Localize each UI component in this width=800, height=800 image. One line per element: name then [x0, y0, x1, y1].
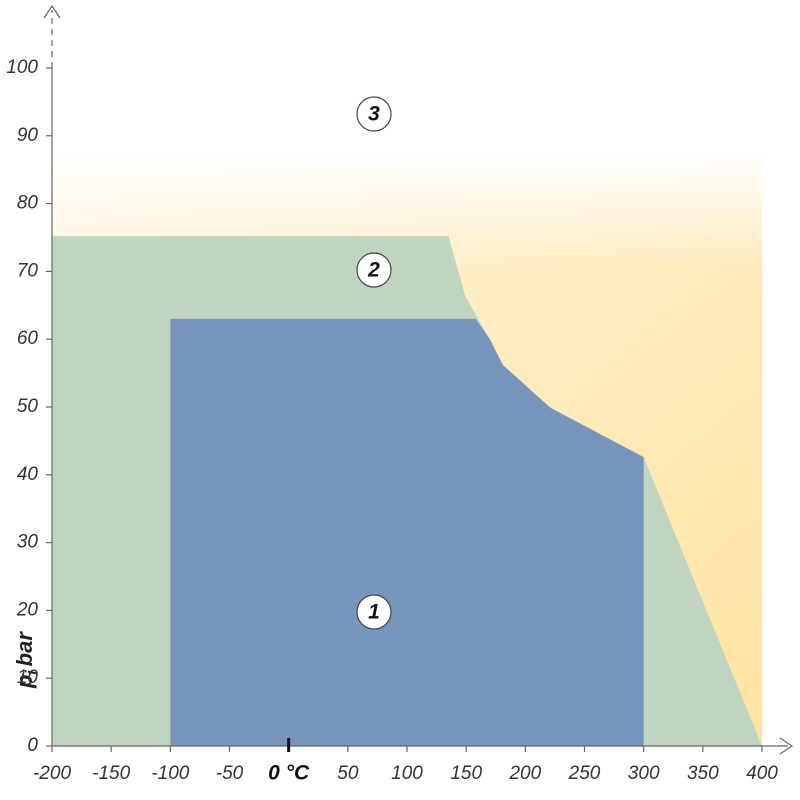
x-tick-label: 350 [687, 763, 719, 784]
x-tick-label: -150 [92, 763, 130, 784]
x-tick-label: 400 [746, 763, 778, 784]
x-tick-label: 0 °C [268, 762, 310, 785]
y-tick-label: 10 [17, 667, 39, 688]
x-tick-label: 300 [628, 763, 660, 784]
region-label-circle [356, 96, 392, 132]
y-tick-label: 100 [6, 57, 38, 78]
y-axis-label: pi bar [12, 631, 40, 689]
x-tick-label: 250 [568, 763, 601, 784]
y-tick-label: 0 [27, 735, 38, 756]
region-label-circle [356, 594, 392, 630]
y-label-sub: i [23, 669, 40, 674]
region-label: 1 [368, 601, 380, 624]
x-axis-arrow [779, 737, 794, 755]
x-tick-label: 200 [508, 763, 541, 784]
y-tick-label: 60 [17, 328, 39, 349]
region-1 [170, 318, 644, 746]
x-tick-label: 150 [450, 763, 482, 784]
y-tick-label: 30 [17, 532, 39, 553]
region-label: 3 [368, 103, 380, 126]
region-label-circle [356, 252, 392, 288]
x-tick-label: 50 [337, 763, 359, 784]
y-tick-label: 90 [17, 125, 39, 146]
x-tick-label: -100 [151, 763, 189, 784]
y-tick-label: 20 [16, 599, 39, 620]
region-label: 2 [367, 259, 380, 282]
y-tick-label: 70 [17, 260, 39, 281]
x-tick-label: -200 [33, 763, 71, 784]
y-label-unit: bar [12, 631, 37, 667]
y-axis-arrow [43, 4, 61, 19]
y-tick-label: 40 [17, 464, 39, 485]
y-label-main: p [12, 674, 37, 688]
x-tick-label: -50 [216, 763, 244, 784]
y-tick-label: 80 [17, 193, 39, 214]
x-tick-label: 100 [391, 763, 423, 784]
y-tick-label: 50 [17, 396, 39, 417]
